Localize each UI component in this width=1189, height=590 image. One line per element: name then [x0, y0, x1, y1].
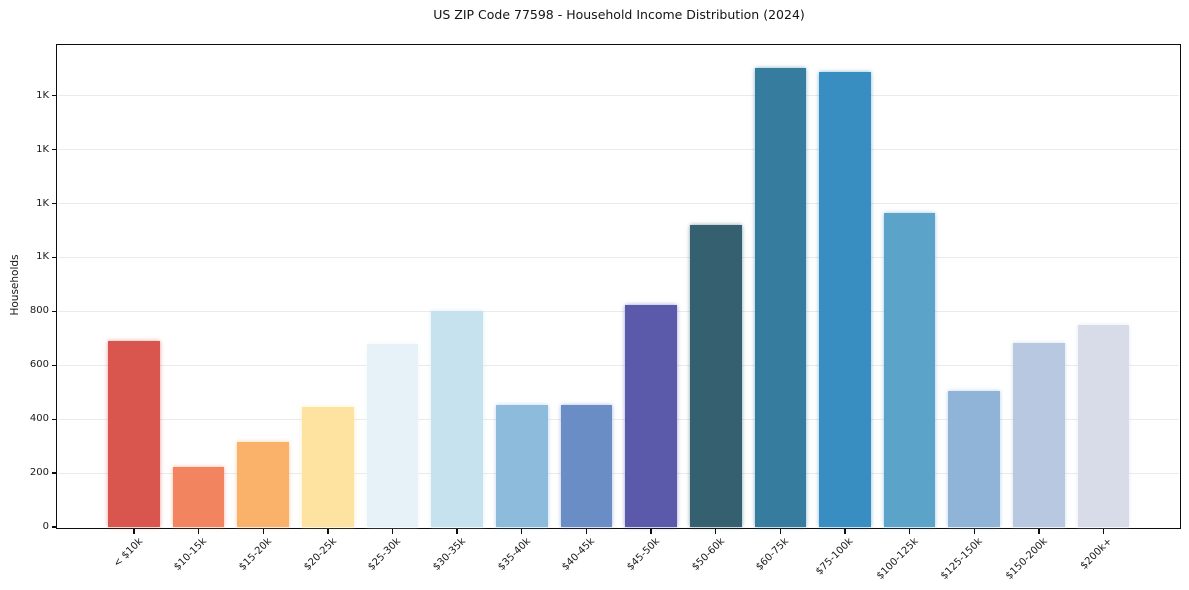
y-tick-label: 0: [42, 521, 49, 532]
x-tick: [327, 529, 329, 534]
x-tick-label: $40-45k: [560, 536, 598, 573]
gridline: [58, 364, 1179, 366]
bar-30-35k: [431, 311, 483, 527]
y-tick-label: 800: [29, 305, 49, 317]
bar-150-200k: [1013, 342, 1065, 527]
x-tick: [521, 529, 523, 534]
bar-10-15k: [172, 467, 225, 527]
y-tick-label: 600: [29, 359, 49, 371]
bar-100-125k: [883, 213, 936, 527]
plot-area-border: [56, 43, 1182, 530]
x-tick: [1102, 529, 1105, 534]
bar-20-25k: [301, 407, 354, 527]
x-tick: [456, 529, 458, 534]
x-tick: [391, 529, 394, 534]
x-tick-label: $20-25k: [301, 536, 339, 573]
y-tick: [51, 310, 57, 312]
x-tick-label: < $10k: [111, 536, 145, 570]
x-tick: [715, 529, 717, 534]
y-tick: [51, 148, 57, 151]
bar-200k: [1077, 325, 1130, 527]
bar-10k: [108, 340, 160, 527]
chart-title: US ZIP Code 77598 - Household Income Dis…: [433, 7, 805, 22]
bar-75-100k: [819, 71, 871, 527]
gridline: [58, 95, 1179, 97]
bar-50-60k: [689, 224, 742, 527]
x-tick: [1038, 529, 1040, 534]
y-tick: [51, 526, 57, 528]
x-tick-label: $50-60k: [689, 536, 727, 573]
y-tick: [51, 364, 57, 366]
bar-25-30k: [366, 344, 419, 527]
gridline: [58, 472, 1179, 474]
x-tick-label: $100-125k: [874, 536, 921, 582]
x-tick-label: $125-150k: [939, 536, 986, 582]
x-tick-label: $60-75k: [754, 536, 792, 573]
gridline: [58, 203, 1179, 204]
bar-35-40k: [495, 404, 548, 527]
y-tick-label: 1K: [36, 251, 49, 263]
bar-125-150k: [948, 391, 1001, 527]
x-tick: [650, 529, 652, 534]
x-tick: [585, 529, 588, 534]
x-tick-label: $25-30k: [366, 536, 404, 573]
x-tick: [973, 529, 975, 534]
x-tick-label: $30-35k: [431, 536, 468, 573]
x-tick-label: $200k+: [1078, 536, 1115, 572]
bar-15-20k: [237, 442, 290, 527]
x-tick-label: $150-200k: [1003, 536, 1050, 582]
x-tick: [844, 529, 846, 534]
x-tick: [133, 529, 135, 534]
y-tick: [51, 472, 57, 474]
x-tick: [262, 529, 264, 534]
x-tick: [197, 529, 200, 534]
y-tick: [51, 202, 57, 205]
y-tick-label: 400: [29, 413, 49, 425]
gridline: [58, 418, 1179, 420]
y-tick-label: 1K: [36, 197, 49, 209]
x-tick-label: $45-50k: [624, 536, 662, 573]
y-tick-label: 1K: [36, 89, 49, 101]
bar-60-75k: [754, 67, 807, 527]
x-tick-label: $10-15k: [172, 536, 210, 573]
x-tick-label: $75-100k: [814, 536, 856, 578]
x-tick-label: $35-40k: [495, 536, 533, 573]
x-tick-label: $15-20k: [237, 536, 274, 573]
y-tick-label: 200: [29, 467, 49, 479]
y-tick-label: 1K: [36, 143, 49, 155]
bar-40-45k: [560, 405, 613, 527]
gridline: [58, 149, 1179, 151]
gridline: [58, 256, 1179, 258]
gridline: [58, 310, 1179, 312]
x-tick: [779, 529, 781, 534]
x-tick: [908, 529, 911, 534]
y-tick: [51, 418, 57, 420]
y-tick: [51, 95, 57, 97]
bar-45-50k: [625, 304, 677, 527]
y-tick: [51, 256, 57, 259]
